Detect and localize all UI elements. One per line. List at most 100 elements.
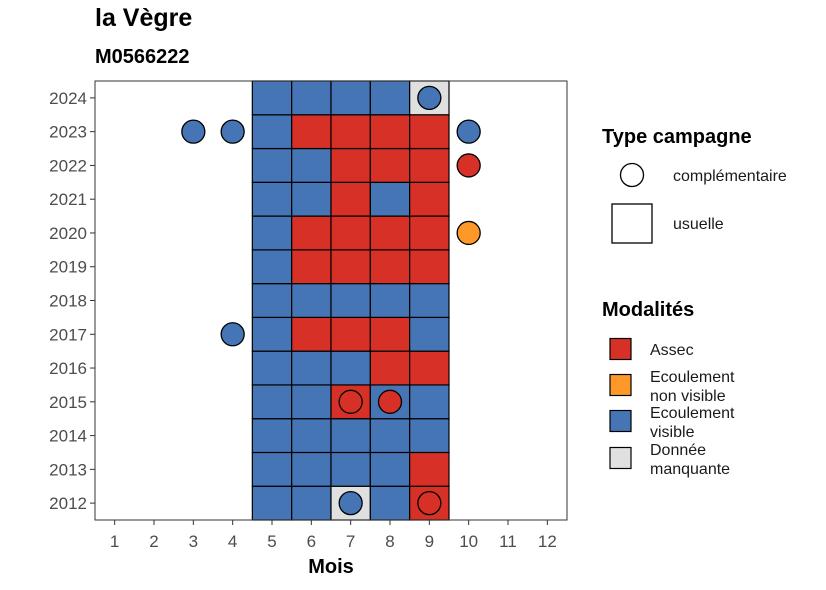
cell-2014-6 <box>291 418 332 454</box>
cell-2018-8 <box>369 283 411 318</box>
x-axis: 1 2 3 4 5 6 7 8 9 10 11 12 <box>110 520 557 551</box>
legend-label-visible-line1: Ecoulement <box>650 405 735 422</box>
cell-2018-9 <box>409 283 450 318</box>
legend-label-non_visible-line1: Ecoulement <box>650 369 735 386</box>
x-tick-label: 5 <box>267 532 276 551</box>
point-2015-7 <box>338 389 363 414</box>
x-tick-label: 8 <box>385 532 394 551</box>
point-2023-4 <box>220 119 245 144</box>
cell-2021-6 <box>291 181 332 217</box>
cell-2021-5 <box>251 181 293 217</box>
cell-2016-5 <box>251 350 293 386</box>
y-tick-label: 2021 <box>49 190 87 209</box>
legend-usuelle-key <box>611 203 653 244</box>
cell-2014-5 <box>251 418 293 454</box>
cell-2016-7 <box>330 350 371 386</box>
y-tick-label: 2018 <box>49 292 87 311</box>
cell-2019-7 <box>330 249 371 285</box>
usuelle-cells <box>251 80 450 521</box>
legend-modalites-title: Modalités <box>602 299 694 321</box>
cell-2017-9 <box>409 316 450 352</box>
x-tick-label: 9 <box>425 532 434 551</box>
y-tick-label: 2013 <box>49 460 87 479</box>
cell-2024-5 <box>251 80 293 116</box>
x-axis-title: Mois <box>308 556 354 578</box>
y-tick-label: 2023 <box>49 123 87 142</box>
cell-2024-8 <box>369 80 411 116</box>
cell-2013-5 <box>251 451 293 487</box>
cell-2016-9 <box>409 350 450 386</box>
y-tick-label: 2019 <box>49 258 87 277</box>
cell-2020-5 <box>251 215 293 251</box>
x-tick-label: 10 <box>459 532 478 551</box>
point-2024-9 <box>417 85 442 111</box>
cell-2019-8 <box>369 249 411 285</box>
cell-2024-6 <box>291 80 332 116</box>
cell-2022-5 <box>251 147 293 183</box>
cell-2015-9 <box>409 384 450 420</box>
complementaire-points <box>181 85 481 516</box>
y-axis: 2012 2013 2014 2015 2016 2017 2018 2019 2020 2021… <box>49 89 95 513</box>
cell-2022-8 <box>369 147 411 183</box>
cell-2021-9 <box>409 181 450 217</box>
cell-2020-8 <box>369 215 411 251</box>
cell-2013-9 <box>409 451 450 487</box>
cell-2017-8 <box>369 316 411 352</box>
cell-2022-6 <box>291 147 332 183</box>
cell-2014-8 <box>369 418 411 454</box>
y-tick-label: 2014 <box>49 427 87 446</box>
cell-2022-7 <box>330 147 371 183</box>
legend-usuelle-label: usuelle <box>673 216 724 233</box>
y-tick-label: 2020 <box>49 224 87 243</box>
cell-2014-7 <box>330 418 371 454</box>
cell-2017-6 <box>291 316 332 352</box>
cell-2023-6 <box>291 114 332 150</box>
x-tick-label: 6 <box>307 532 316 551</box>
point-2023-3 <box>181 119 206 144</box>
x-tick-label: 11 <box>499 532 517 551</box>
cell-2017-7 <box>330 316 371 352</box>
point-2022-10 <box>456 153 481 178</box>
x-tick-label: 1 <box>110 532 119 551</box>
cell-2022-9 <box>409 147 450 183</box>
cell-2012-5 <box>251 485 293 521</box>
x-tick-label: 2 <box>149 532 158 551</box>
cell-2013-7 <box>330 451 371 487</box>
cell-2024-7 <box>330 80 371 116</box>
x-tick-label: 12 <box>538 532 557 551</box>
legend-label-assec: Assec <box>650 342 694 359</box>
cell-2013-8 <box>369 451 411 487</box>
cell-2012-6 <box>291 485 332 521</box>
y-tick-label: 2016 <box>49 359 87 378</box>
cell-2023-8 <box>369 114 411 150</box>
legend-label-manquante-line2: manquante <box>650 461 730 478</box>
legend-type-campagne: Type campagne complémentaire usuelle <box>602 126 787 244</box>
legend-key-assec <box>609 337 632 361</box>
cell-2019-9 <box>409 249 450 285</box>
y-tick-label: 2024 <box>49 89 87 108</box>
cell-2013-6 <box>291 451 332 487</box>
cell-2012-8 <box>369 485 411 521</box>
x-tick-label: 4 <box>228 532 237 551</box>
cell-2018-5 <box>251 283 293 318</box>
cell-2023-5 <box>251 114 293 150</box>
point-2017-4 <box>220 322 245 347</box>
cell-2023-9 <box>409 114 450 150</box>
cell-2018-7 <box>330 283 371 318</box>
x-tick-label: 7 <box>346 532 355 551</box>
point-2023-10 <box>456 119 481 144</box>
cell-2020-7 <box>330 215 371 251</box>
cell-2020-6 <box>291 215 332 251</box>
y-tick-label: 2017 <box>49 325 87 344</box>
x-tick-label: 3 <box>189 532 198 551</box>
legend-complementaire-key <box>619 162 645 188</box>
point-2020-10 <box>456 220 481 246</box>
cell-2015-6 <box>291 384 332 420</box>
cell-2019-6 <box>291 249 332 285</box>
legend-type-title: Type campagne <box>602 126 752 148</box>
point-2015-8 <box>377 389 403 414</box>
cell-2018-6 <box>291 283 332 318</box>
cell-2020-9 <box>409 215 450 251</box>
